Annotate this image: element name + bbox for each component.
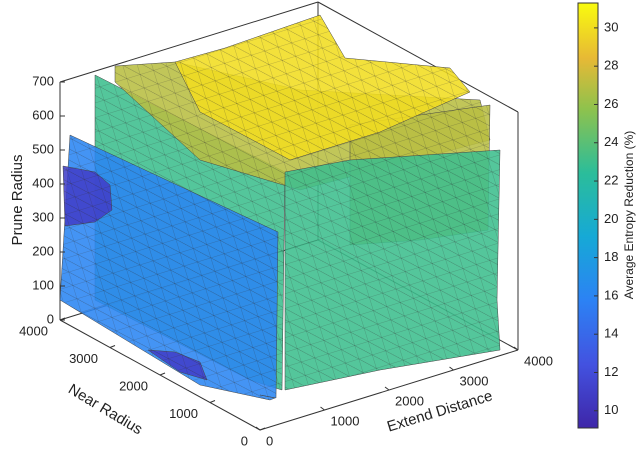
y-tick-label: 1000 [169,406,198,421]
colorbar-tick-label: 12 [604,364,618,379]
y-tick-label: 4000 [19,323,48,338]
x-tick-label: 0 [266,433,273,448]
surface-mesh [60,135,278,400]
y-tick-label: 2000 [119,378,148,393]
surface-mesh [63,166,112,226]
axis-line [59,1,319,83]
x-tick-label: 2000 [395,393,424,408]
y-tick [59,317,66,321]
y-tick [109,345,116,348]
colorbar-tick-label: 22 [604,172,618,187]
colorbar-tick-label: 30 [604,19,618,34]
z-tick-label: 100 [32,277,54,292]
x-tick [449,366,454,371]
z-tick-label: 400 [32,175,54,190]
y-tick [209,400,216,403]
colorbar-tick-label: 16 [604,287,618,302]
y-tick-label: 0 [241,433,248,448]
colorbar-tick-label: 28 [604,58,618,73]
colorbar-tick-label: 24 [604,134,618,149]
axis-line [317,1,519,113]
colorbar-label: Average Entropy Reduction (%) [622,131,636,300]
x-tick [255,426,261,431]
z-tick-label: 200 [32,243,54,258]
x-tick-label: 1000 [331,413,360,428]
surface-mesh [148,350,207,380]
x-tick-label: 4000 [524,353,553,368]
z-tick-label: 700 [32,73,54,88]
colorbar-tick-label: 20 [604,211,618,226]
surface-mesh [175,15,470,160]
x-tick [513,346,519,351]
y-tick [259,427,266,431]
z-tick-label: 0 [47,311,54,326]
colorbar-tick-label: 26 [604,96,618,111]
colorbar-tick-label: 18 [604,249,618,264]
y-tick-label: 3000 [69,351,98,366]
y-tick [159,372,166,376]
z-tick-label: 300 [32,209,54,224]
z-tick-label: 600 [32,107,54,122]
z-axis-label: Prune Radius [9,155,26,246]
colorbar-tick-label: 10 [604,402,618,417]
x-tick-label: 3000 [460,373,489,388]
colorbar [577,2,599,429]
z-tick-label: 500 [32,141,54,156]
x-tick [384,386,390,391]
colorbar-tick-label: 14 [604,326,618,341]
x-tick [320,406,325,411]
surface-mesh [285,150,500,390]
